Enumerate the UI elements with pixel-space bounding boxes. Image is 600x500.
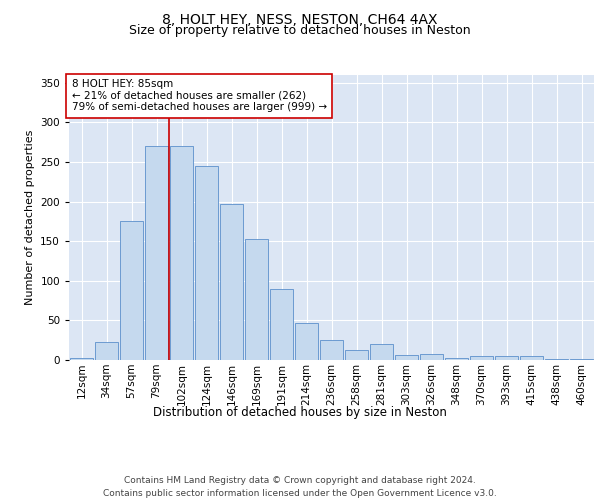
Text: 8, HOLT HEY, NESS, NESTON, CH64 4AX: 8, HOLT HEY, NESS, NESTON, CH64 4AX bbox=[162, 12, 438, 26]
Bar bbox=[95, 342, 118, 360]
Bar bbox=[445, 358, 469, 360]
Y-axis label: Number of detached properties: Number of detached properties bbox=[25, 130, 35, 305]
Bar bbox=[320, 340, 343, 360]
Bar bbox=[269, 289, 293, 360]
Bar bbox=[470, 356, 493, 360]
Bar bbox=[419, 354, 443, 360]
Bar bbox=[295, 323, 319, 360]
Text: Contains HM Land Registry data © Crown copyright and database right 2024.
Contai: Contains HM Land Registry data © Crown c… bbox=[103, 476, 497, 498]
Bar bbox=[395, 355, 418, 360]
Bar bbox=[245, 239, 268, 360]
Bar bbox=[220, 204, 244, 360]
Bar bbox=[520, 356, 544, 360]
Bar bbox=[344, 350, 368, 360]
Bar bbox=[370, 344, 394, 360]
Text: 8 HOLT HEY: 85sqm
← 21% of detached houses are smaller (262)
79% of semi-detache: 8 HOLT HEY: 85sqm ← 21% of detached hous… bbox=[71, 80, 327, 112]
Bar bbox=[569, 359, 593, 360]
Bar bbox=[545, 359, 568, 360]
Bar bbox=[194, 166, 218, 360]
Bar bbox=[70, 358, 94, 360]
Bar bbox=[494, 356, 518, 360]
Bar bbox=[145, 146, 169, 360]
Text: Distribution of detached houses by size in Neston: Distribution of detached houses by size … bbox=[153, 406, 447, 419]
Bar bbox=[170, 146, 193, 360]
Text: Size of property relative to detached houses in Neston: Size of property relative to detached ho… bbox=[129, 24, 471, 37]
Bar bbox=[119, 222, 143, 360]
